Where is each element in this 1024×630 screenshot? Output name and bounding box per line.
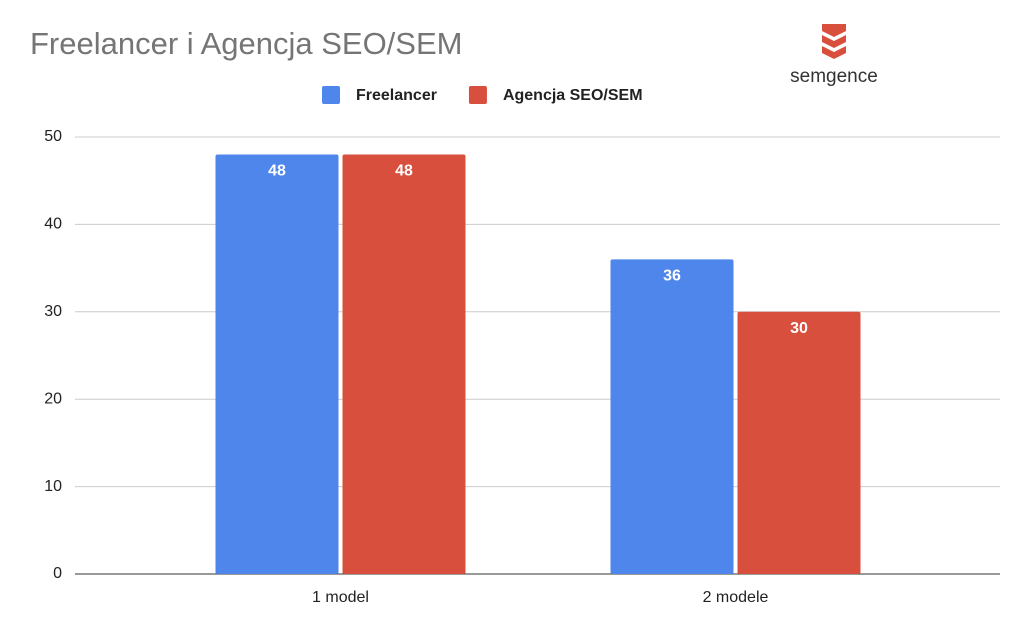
data-label: 48 bbox=[268, 163, 286, 180]
x-tick-label: 1 model bbox=[312, 589, 369, 606]
data-label: 48 bbox=[395, 163, 413, 180]
legend-label: Agencja SEO/SEM bbox=[503, 87, 643, 104]
y-tick-label: 10 bbox=[44, 478, 62, 495]
bar bbox=[737, 311, 861, 574]
data-label: 36 bbox=[663, 268, 681, 285]
y-tick-label: 50 bbox=[44, 128, 62, 145]
chart-title: Freelancer i Agencja SEO/SEM bbox=[30, 26, 462, 61]
y-tick-label: 30 bbox=[44, 303, 62, 320]
data-label: 30 bbox=[790, 320, 808, 337]
y-tick-label: 20 bbox=[44, 390, 62, 407]
legend-swatch bbox=[468, 86, 487, 104]
y-tick-label: 0 bbox=[53, 565, 62, 582]
logo-text: semgence bbox=[790, 66, 878, 87]
legend-swatch bbox=[322, 86, 340, 104]
logo-icon bbox=[822, 24, 846, 59]
x-tick-label: 2 modele bbox=[703, 589, 769, 606]
bar bbox=[215, 154, 339, 575]
bar bbox=[610, 259, 734, 574]
bar bbox=[342, 154, 466, 575]
y-tick-label: 40 bbox=[44, 216, 62, 233]
legend-label: Freelancer bbox=[356, 87, 437, 104]
logo: semgence bbox=[790, 24, 878, 87]
